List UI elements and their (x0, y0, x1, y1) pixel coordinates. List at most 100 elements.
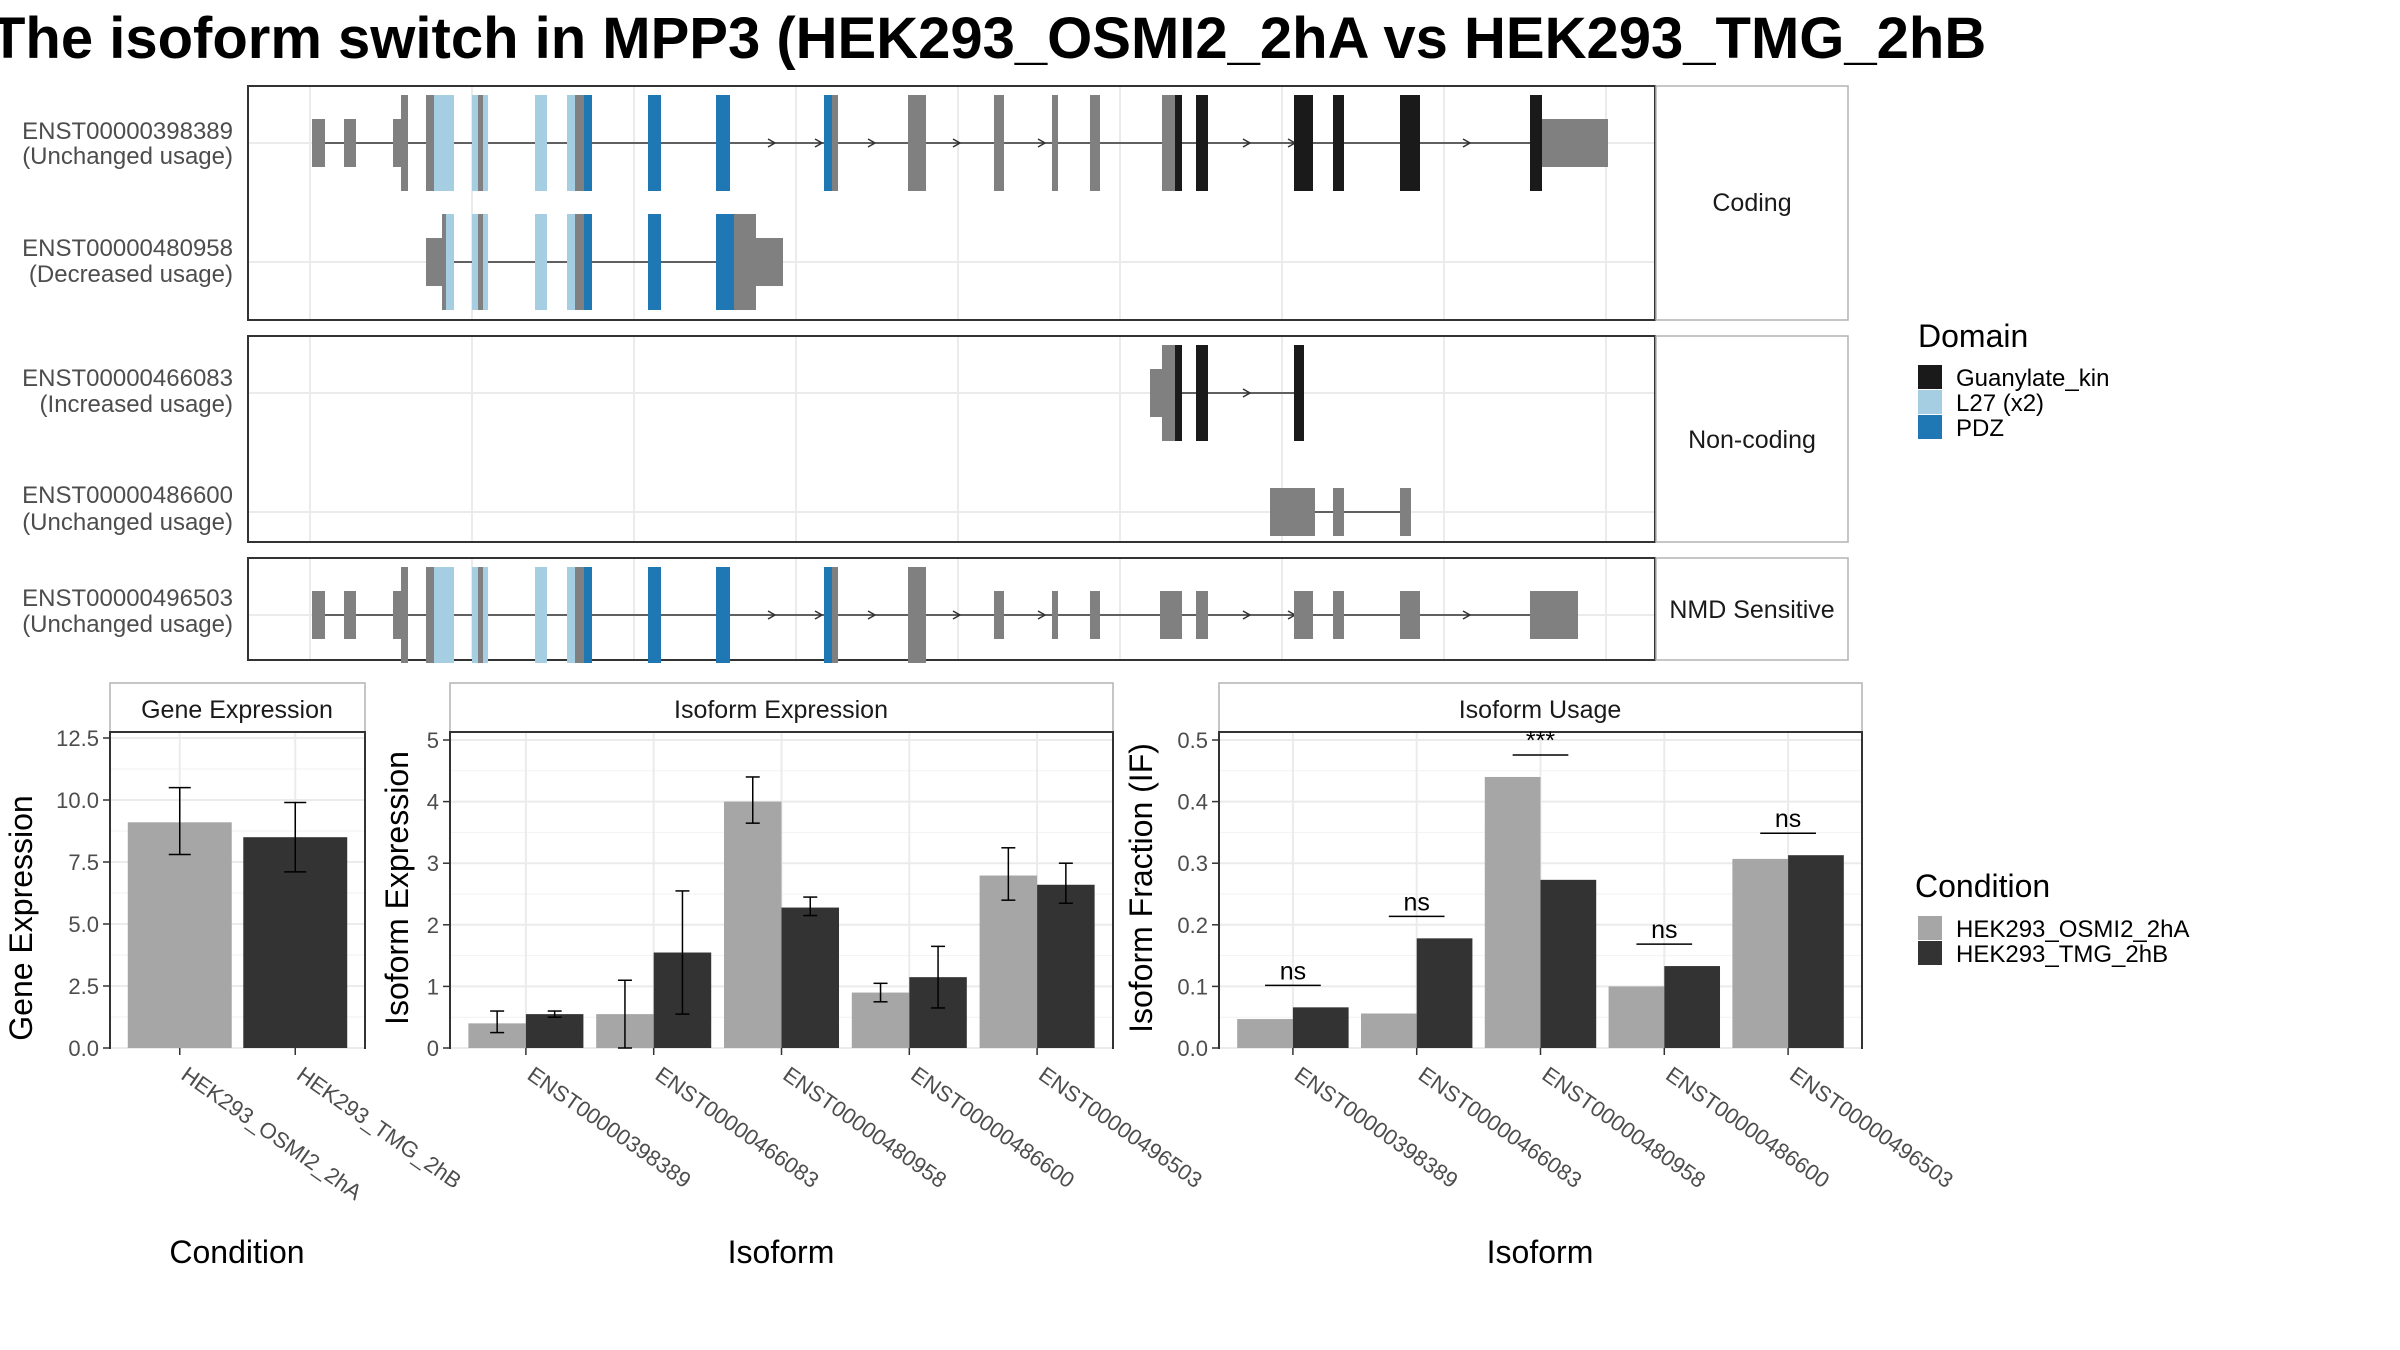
exon (1160, 591, 1182, 639)
guanylate-kin-domain (1400, 95, 1420, 191)
pdz-domain (648, 214, 661, 310)
y-tick-label: 10.0 (56, 788, 99, 813)
pdz-domain (648, 95, 661, 191)
exon (401, 95, 408, 191)
exon (832, 95, 838, 191)
legend-key-osmi2 (1918, 916, 1942, 940)
l27-domain (567, 95, 575, 191)
bar (1360, 1013, 1417, 1048)
condition-legend-title: Condition (1915, 868, 2050, 904)
bar (1292, 1007, 1349, 1048)
legend-key-pdz (1918, 415, 1942, 439)
transcript-labels: ENST00000398389 (Unchanged usage) ENST00… (22, 118, 233, 638)
bar (1037, 884, 1095, 1048)
guanylate-kin-domain (1530, 95, 1542, 191)
legend-label: HEK293_OSMI2_2hA (1956, 916, 2189, 943)
exon (426, 238, 444, 286)
strand-arrow (867, 138, 877, 148)
strand-arrow (1462, 138, 1472, 148)
transcript-id-label: ENST00000486600 (22, 482, 233, 509)
y-tick-label: 2 (427, 913, 439, 938)
strand-arrow (1242, 138, 1252, 148)
guanylate-kin-domain (1196, 95, 1208, 191)
exon (1542, 119, 1608, 167)
transcript-id-label: ENST00000480958 (22, 235, 233, 262)
figure-title: The isoform switch in MPP3 (HEK293_OSMI2… (0, 6, 1986, 71)
pdz-domain (824, 95, 832, 191)
exon (1196, 591, 1208, 639)
exon (478, 214, 483, 310)
y-tick-label: 0.0 (68, 1036, 99, 1061)
exon (478, 95, 483, 191)
exon (575, 214, 584, 310)
legend-key-l27 (1918, 390, 1942, 414)
exon (1052, 591, 1058, 639)
strand-arrow (814, 138, 824, 148)
isoform-expression-chart: Isoform Expression 012345ENST00000398389… (379, 682, 1207, 1270)
guanylate-kin-domain (1294, 345, 1304, 441)
transcript-status-label: (Unchanged usage) (22, 143, 233, 170)
legend-label: Guanylate_kin (1956, 365, 2109, 392)
significance-label: ns (1651, 916, 1677, 944)
transcript-id-label: ENST00000398389 (22, 118, 233, 145)
exon (442, 214, 446, 310)
exon (1162, 345, 1175, 441)
y-tick-label: 5.0 (68, 912, 99, 937)
legend-label: HEK293_TMG_2hB (1956, 941, 2168, 968)
l27-domain (483, 214, 488, 310)
gene-models (312, 95, 1608, 663)
significance-label: ns (1403, 888, 1429, 916)
y-tick-label: 2.5 (68, 974, 99, 999)
legend-label: PDZ (1956, 415, 2004, 442)
x-axis-title: Isoform (1487, 1234, 1594, 1270)
exon (832, 567, 838, 663)
significance-label: ns (1280, 957, 1306, 985)
legend-label: L27 (x2) (1956, 390, 2044, 417)
exon (426, 567, 434, 663)
l27-domain (472, 214, 478, 310)
strand-arrow (1037, 138, 1047, 148)
exon (344, 591, 356, 639)
l27-domain (472, 95, 478, 191)
chart-title: Gene Expression (141, 696, 333, 724)
exon (908, 95, 926, 191)
l27-domain (483, 567, 488, 663)
exon (1270, 488, 1315, 536)
bar (525, 1014, 584, 1048)
y-tick-label: 5 (427, 728, 439, 753)
l27-domain (434, 567, 454, 663)
isoform-usage-plot: 0.00.10.20.30.40.5ENST00000398389ENST000… (1177, 727, 1957, 1193)
transcript-id-label: ENST00000496503 (22, 585, 233, 612)
chart-strip (1218, 682, 1863, 733)
y-tick-label: 12.5 (56, 726, 99, 751)
bar (1664, 966, 1721, 1048)
pdz-domain (584, 95, 592, 191)
y-tick-label: 0.0 (1177, 1036, 1208, 1061)
exon (1400, 591, 1420, 639)
exon (401, 567, 408, 663)
isoform-usage-chart: Isoform Usage 0.00.10.20.30.40.5ENST0000… (1123, 682, 1958, 1270)
exon (1294, 591, 1313, 639)
bar (127, 822, 232, 1048)
exon (734, 214, 756, 310)
transcript-status-label: (Unchanged usage) (22, 611, 233, 638)
l27-domain (535, 214, 547, 310)
chart-title: Isoform Expression (674, 696, 888, 724)
pdz-domain (716, 567, 730, 663)
isoform-expression-plot: 012345ENST00000398389ENST00000466083ENST… (427, 728, 1207, 1193)
guanylate-kin-domain (1175, 345, 1182, 441)
y-tick-label: 0.4 (1177, 790, 1208, 815)
facet-strip (1655, 335, 1849, 543)
exon (1162, 95, 1175, 191)
exon (426, 95, 434, 191)
exon (1333, 591, 1344, 639)
strand-arrow (952, 138, 962, 148)
exon (994, 591, 1004, 639)
x-axis-title: Isoform (728, 1234, 835, 1270)
legend-key-guanylate-kin (1918, 365, 1942, 389)
bar (1732, 858, 1789, 1048)
pdz-domain (648, 567, 661, 663)
chart-strip (109, 682, 366, 733)
exon (575, 567, 584, 663)
pdz-domain (716, 214, 734, 310)
